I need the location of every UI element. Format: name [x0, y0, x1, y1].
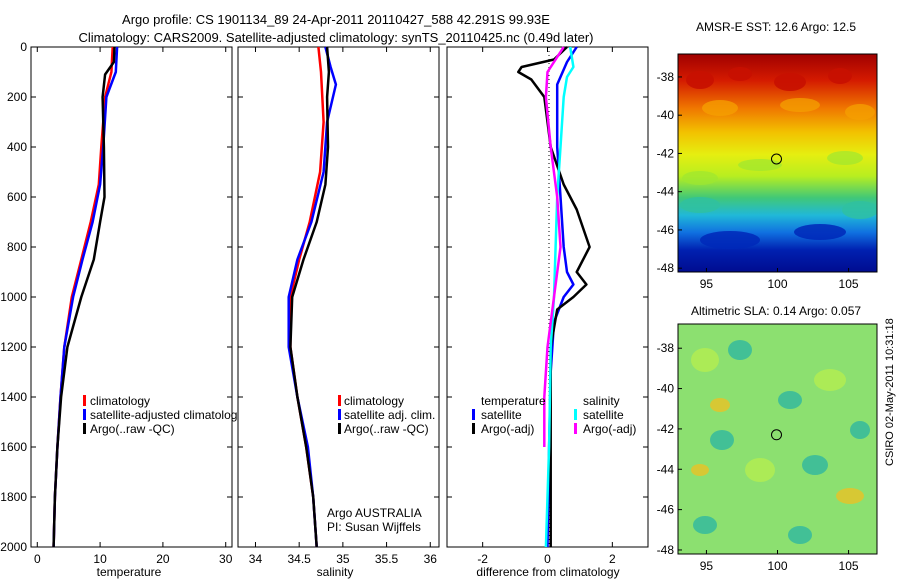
y-tick-label: 800 [7, 240, 27, 254]
figure-title-line2: Climatology: CARS2009. Satellite-adjuste… [79, 30, 594, 45]
sst-field [678, 54, 877, 272]
map-x-tick-label: 105 [839, 559, 859, 573]
x-tick-label: 35 [336, 552, 350, 566]
x-tick-label: 36 [424, 552, 438, 566]
y-tick-label: 2000 [0, 540, 27, 554]
y-tick-label: 1200 [0, 340, 27, 354]
y-tick-label: 0 [20, 40, 27, 54]
x-tick-label: 35.5 [375, 552, 399, 566]
temperature-xlabel: temperature [97, 565, 162, 579]
figure-title-line1: Argo profile: CS 1901134_89 24-Apr-2011 … [122, 12, 550, 27]
difference-marks: -2 0 2 [447, 46, 648, 566]
salinity-legend-1: climatology [344, 394, 404, 408]
temperature-legend-2: satellite-adjusted climatology [90, 408, 243, 422]
series-line-magenta [543, 46, 565, 447]
salinity-axes-box [237, 46, 440, 548]
legend-swatch-magenta [574, 423, 577, 434]
map-y-tick-label: -44 [657, 185, 675, 199]
difference-legend-1: satellite [481, 408, 522, 422]
map-y-tick-label: -38 [657, 70, 675, 84]
y-tick-label: 1000 [0, 290, 27, 304]
map-y-tick-label: -48 [657, 543, 675, 557]
salinity-annotation-1: Argo AUSTRALIA [327, 506, 422, 520]
map-x-tick-label: 95 [700, 277, 714, 291]
map-y-tick-label: -38 [657, 341, 675, 355]
series-line-black [517, 46, 591, 547]
legend-swatch-red [83, 395, 86, 406]
legend-swatch-blue [83, 409, 86, 420]
salinity-annotation-2: PI: Susan Wijffels [327, 520, 421, 534]
salinity-legend-3: Argo(..raw -QC) [344, 422, 429, 436]
map-y-tick-label: -42 [657, 422, 675, 436]
x-tick-label: 0 [544, 552, 551, 566]
difference-xlabel: difference from climatology [476, 565, 619, 579]
sst-map-panel: AMSR-E SST: 12.6 Argo: 12.5 95 100 105 -38 -… [657, 20, 878, 291]
x-tick-label: 30 [219, 552, 233, 566]
map-y-tick-label: -46 [657, 223, 675, 237]
difference-legend: temperature salinity satellite Argo(-adj… [472, 394, 636, 436]
x-tick-label: -2 [477, 552, 488, 566]
x-tick-label: 10 [93, 552, 107, 566]
map-y-tick-label: -46 [657, 503, 675, 517]
legend-swatch-cyan [574, 409, 577, 420]
y-tick-label: 1600 [0, 440, 27, 454]
temperature-legend-1: climatology [90, 394, 150, 408]
difference-legend-4: Argo(-adj) [583, 422, 636, 436]
legend-swatch-red [338, 395, 341, 406]
sla-field [678, 324, 877, 554]
sla-map-title: Altimetric SLA: 0.14 Argo: 0.057 [691, 304, 861, 318]
map-y-tick-label: -40 [657, 382, 675, 396]
sst-map-axes: 95 100 105 -38 -40 -42 -44 -46 -48 [657, 70, 859, 291]
sla-map-axes: 95 100 105 -38 -40 -42 -44 -46 -48 [657, 341, 859, 573]
salinity-xlabel: salinity [317, 565, 354, 579]
map-y-tick-label: -48 [657, 261, 675, 275]
temperature-marks: 0 10 20 30 0 200 400 600 800 1000 1200 1400 1600 1800… [0, 40, 232, 566]
y-tick-label: 400 [7, 140, 27, 154]
x-tick-label: 34 [249, 552, 263, 566]
x-tick-label: 0 [34, 552, 41, 566]
temperature-legend-3: Argo(..raw -QC) [90, 422, 175, 436]
difference-legend-2: Argo(-adj) [481, 422, 534, 436]
map-x-tick-label: 95 [700, 559, 714, 573]
y-tick-label: 600 [7, 190, 27, 204]
sla-map-panel: Altimetric SLA: 0.14 Argo: 0.057 95 100 10… [657, 304, 878, 573]
x-tick-label: 2 [609, 552, 616, 566]
temperature-panel: 0 10 20 30 0 200 400 600 800 1000 1200 1400 1600 1800… [0, 40, 243, 579]
salinity-legend: climatology satellite adj. clim. Argo(..… [338, 394, 435, 436]
x-tick-label: 34.5 [287, 552, 311, 566]
map-y-tick-label: -42 [657, 146, 675, 160]
salinity-panel: 34 34.5 35 35.5 36 salinity climatology sate… [237, 46, 440, 579]
series-line-blue [287, 46, 338, 548]
y-tick-label: 200 [7, 90, 27, 104]
difference-panel: -2 0 2 difference from climatology tempera… [446, 46, 649, 579]
salinity-legend-2: satellite adj. clim. [344, 408, 435, 422]
x-tick-label: 20 [156, 552, 170, 566]
sla-argo-location-marker [771, 429, 783, 441]
legend-swatch-blue [338, 409, 341, 420]
legend-swatch-black [83, 423, 86, 434]
sst-argo-location-marker [771, 153, 783, 165]
csiro-timestamp: CSIRO 02-May-2011 10:31:18 [884, 318, 896, 466]
difference-legend-sal-title: salinity [583, 394, 620, 408]
temperature-axes-box [30, 46, 233, 548]
legend-swatch-black [472, 423, 475, 434]
map-y-tick-label: -40 [657, 108, 675, 122]
y-tick-label: 1800 [0, 490, 27, 504]
map-x-tick-label: 105 [839, 277, 859, 291]
legend-swatch-black [338, 423, 341, 434]
map-x-tick-label: 100 [767, 559, 787, 573]
salinity-marks: 34 34.5 35 35.5 36 [238, 46, 439, 566]
y-tick-label: 1400 [0, 390, 27, 404]
series-line-black [52, 46, 116, 548]
series-line-black [289, 46, 331, 548]
temperature-legend: climatology satellite-adjusted climatolo… [83, 394, 243, 436]
difference-legend-3: satellite [583, 408, 624, 422]
map-x-tick-label: 100 [767, 277, 787, 291]
sst-map-title: AMSR-E SST: 12.6 Argo: 12.5 [696, 20, 856, 34]
map-y-tick-label: -44 [657, 462, 675, 476]
difference-legend-temp-title: temperature [481, 394, 546, 408]
legend-swatch-blue [472, 409, 475, 420]
